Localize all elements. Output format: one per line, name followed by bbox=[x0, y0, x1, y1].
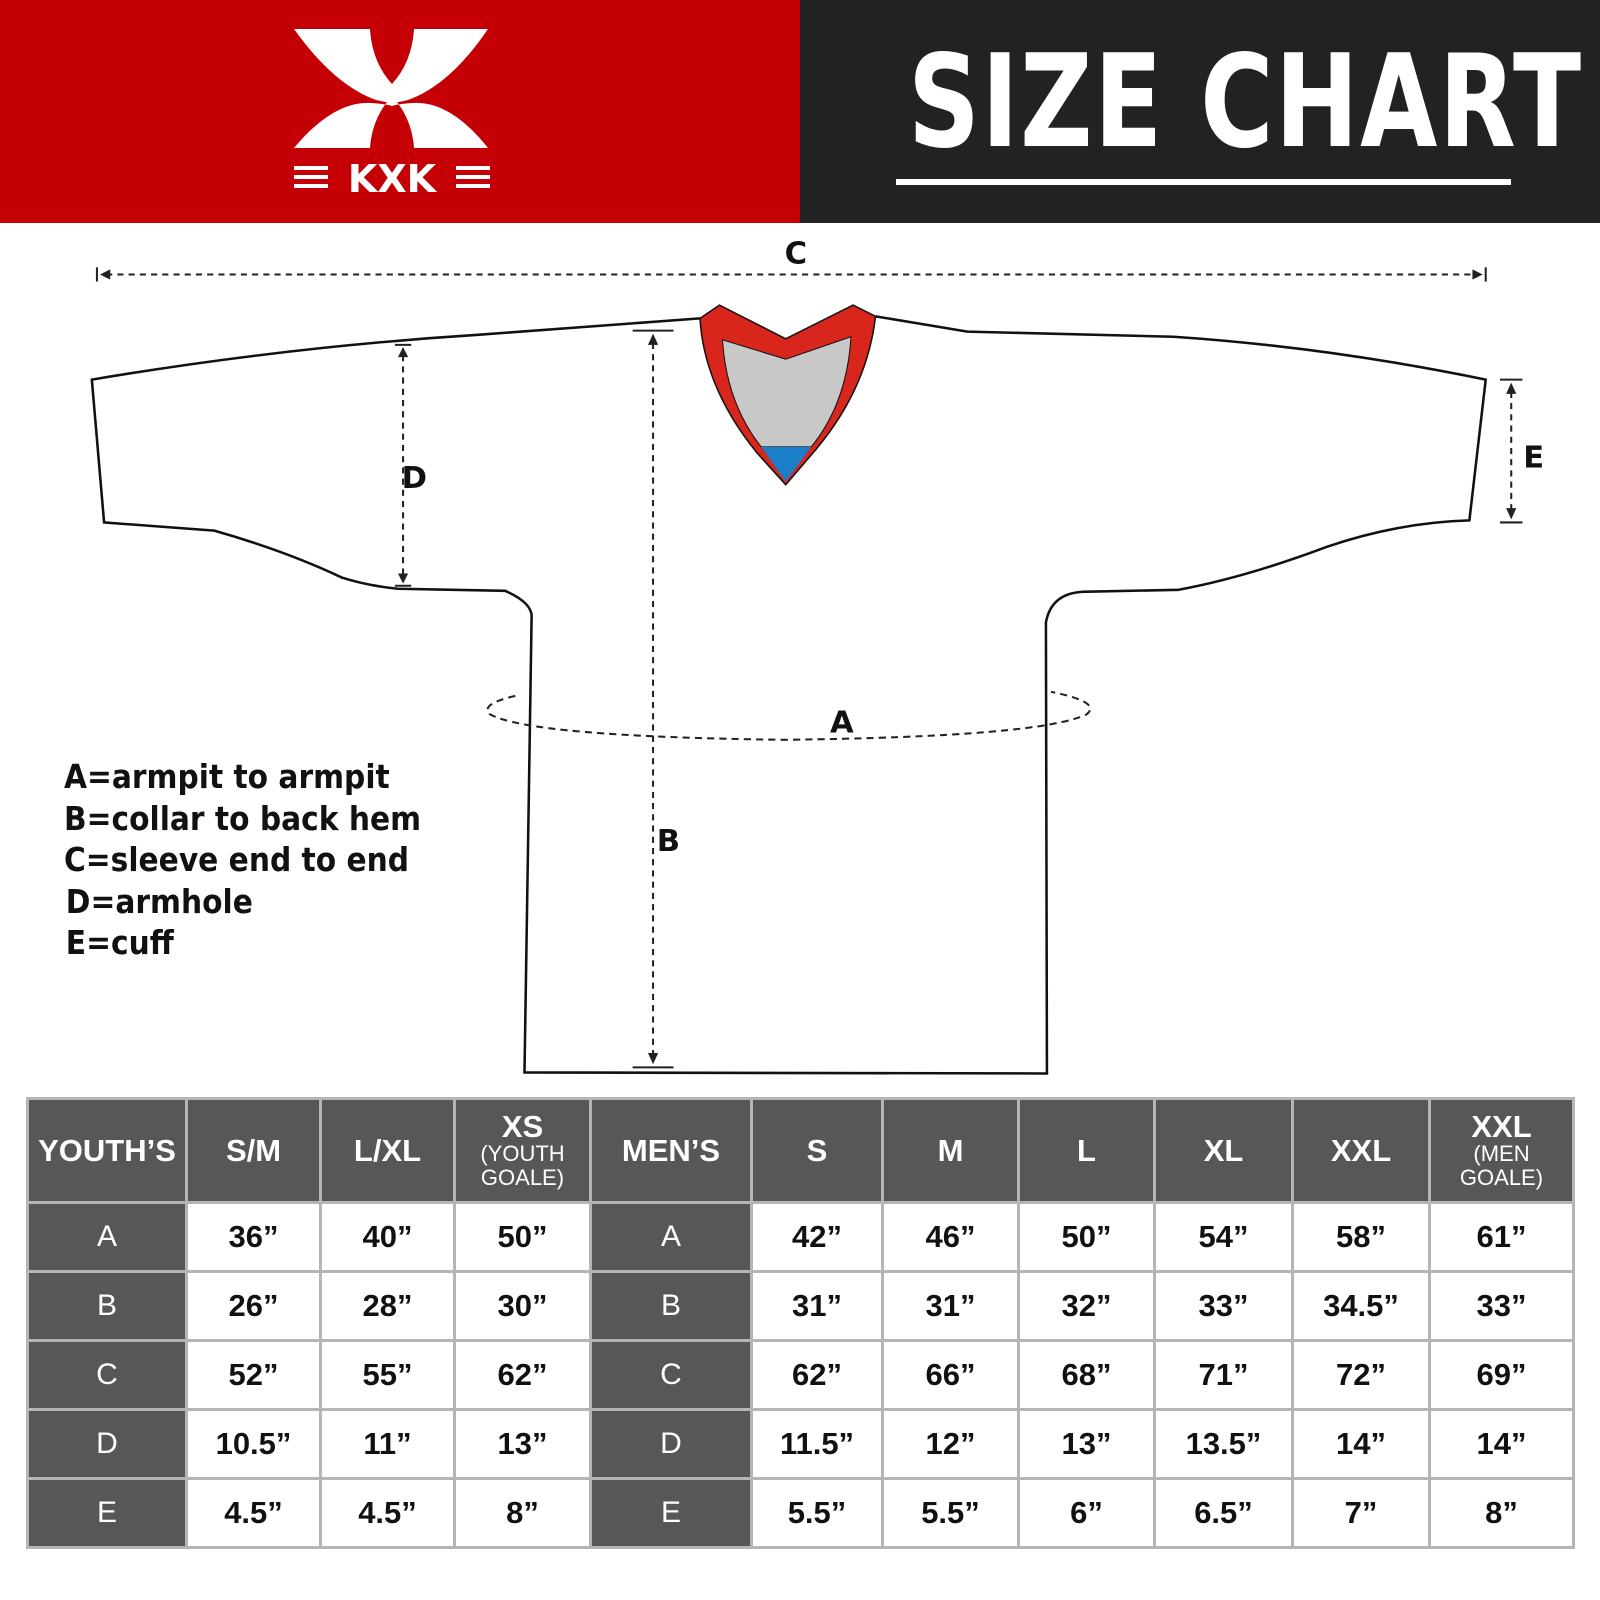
label-e: E bbox=[1523, 440, 1544, 475]
table-cell: 50” bbox=[453, 1201, 592, 1273]
kxk-logo: KXK bbox=[294, 29, 490, 201]
table-cell: 8” bbox=[1428, 1477, 1575, 1549]
dimension-b bbox=[632, 329, 674, 1069]
table-cell: 30” bbox=[453, 1270, 592, 1342]
table-row: A 36” 40” 50” A 42” 46” 50” 54” 58” 61” bbox=[26, 1201, 1575, 1273]
table-cell: 68” bbox=[1017, 1339, 1156, 1411]
row-label: C bbox=[26, 1339, 188, 1411]
table-cell: 5.5” bbox=[881, 1477, 1020, 1549]
size-header: XXL bbox=[1291, 1097, 1431, 1204]
header-title-panel bbox=[800, 0, 1600, 223]
table-cell: 28” bbox=[319, 1270, 456, 1342]
table-row: D 10.5” 11” 13” D 11.5” 12” 13” 13.5” 14” 14” bbox=[26, 1408, 1575, 1480]
size-header: XXL (MEN GOALE) bbox=[1428, 1097, 1575, 1204]
legend-item-a: A=armpit to armpit bbox=[64, 757, 390, 796]
size-header: L bbox=[1017, 1097, 1156, 1204]
size-header: L/XL bbox=[319, 1097, 456, 1204]
table-cell: 33” bbox=[1428, 1270, 1575, 1342]
row-label: D bbox=[26, 1408, 188, 1480]
table-cell: 26” bbox=[185, 1270, 322, 1342]
table-cell: 11.5” bbox=[750, 1408, 884, 1480]
label-d: D bbox=[402, 461, 427, 496]
table-cell: 62” bbox=[453, 1339, 592, 1411]
size-header: XL bbox=[1153, 1097, 1294, 1204]
size-header: S bbox=[750, 1097, 884, 1204]
table-cell: 54” bbox=[1153, 1201, 1294, 1273]
table-cell: 12” bbox=[881, 1408, 1020, 1480]
legend-item-b: B=collar to back hem bbox=[64, 798, 422, 838]
table-cell: 6.5” bbox=[1153, 1477, 1294, 1549]
table-cell: 42” bbox=[750, 1201, 884, 1273]
table-cell: 5.5” bbox=[750, 1477, 884, 1549]
table-cell: 72” bbox=[1291, 1339, 1431, 1411]
table-cell: 62” bbox=[750, 1339, 884, 1411]
label-b: B bbox=[657, 824, 680, 859]
table-cell: 52” bbox=[185, 1339, 322, 1411]
legend-item-c: C=sleeve end to end bbox=[64, 840, 410, 879]
table-row: E 4.5” 4.5” 8” E 5.5” 5.5” 6” 6.5” 7” 8” bbox=[26, 1477, 1575, 1549]
size-header: XS (YOUTH GOALE) bbox=[453, 1097, 592, 1204]
table-cell: 8” bbox=[453, 1477, 592, 1549]
men-header: MEN’S bbox=[589, 1097, 753, 1204]
table-cell: 4.5” bbox=[319, 1477, 456, 1549]
table-header-row: YOUTH’S S/M L/XL XS (YOUTH GOALE) MEN’S S… bbox=[26, 1097, 1575, 1204]
table-cell: 33” bbox=[1153, 1270, 1294, 1342]
table-cell: 13” bbox=[1017, 1408, 1156, 1480]
table-cell: 10.5” bbox=[185, 1408, 322, 1480]
row-label: B bbox=[589, 1270, 753, 1342]
row-label: A bbox=[26, 1201, 188, 1273]
dimension-d bbox=[394, 343, 412, 587]
table-cell: 31” bbox=[750, 1270, 884, 1342]
legend-item-e: E=cuff bbox=[65, 923, 174, 962]
table-cell: 14” bbox=[1291, 1408, 1431, 1480]
table-cell: 13.5” bbox=[1153, 1408, 1294, 1480]
table-cell: 11” bbox=[319, 1408, 456, 1480]
dimension-e bbox=[1500, 378, 1523, 524]
size-table: YOUTH’S S/M L/XL XS (YOUTH GOALE) MEN’S S… bbox=[26, 1097, 1575, 1549]
dimension-c bbox=[95, 267, 1487, 282]
table-cell: 61” bbox=[1428, 1201, 1575, 1273]
youth-header: YOUTH’S bbox=[26, 1097, 188, 1204]
size-header: M bbox=[881, 1097, 1020, 1204]
title-underline bbox=[896, 179, 1511, 185]
table-cell: 66” bbox=[881, 1339, 1020, 1411]
row-label: D bbox=[589, 1408, 753, 1480]
table-cell: 13” bbox=[453, 1408, 592, 1480]
collar bbox=[699, 304, 877, 486]
table-cell: 46” bbox=[881, 1201, 1020, 1273]
row-label: E bbox=[589, 1477, 753, 1549]
table-cell: 36” bbox=[185, 1201, 322, 1273]
label-a: A bbox=[830, 706, 854, 741]
table-cell: 55” bbox=[319, 1339, 456, 1411]
table-cell: 34.5” bbox=[1291, 1270, 1431, 1342]
measurement-legend: A=armpit to armpit B=collar to back hem … bbox=[64, 756, 421, 964]
brand-text: KXK bbox=[348, 157, 438, 201]
table-cell: 31” bbox=[881, 1270, 1020, 1342]
table-cell: 71” bbox=[1153, 1339, 1294, 1411]
row-label: A bbox=[589, 1201, 753, 1273]
header-brand-panel: KXK bbox=[0, 0, 800, 223]
row-label: C bbox=[589, 1339, 753, 1411]
table-row: C 52” 55” 62” C 62” 66” 68” 71” 72” 69” bbox=[26, 1339, 1575, 1411]
jersey-outline bbox=[90, 315, 1488, 1075]
label-c: C bbox=[785, 236, 807, 271]
table-cell: 14” bbox=[1428, 1408, 1575, 1480]
size-header: S/M bbox=[185, 1097, 322, 1204]
row-label: E bbox=[26, 1477, 188, 1549]
table-cell: 4.5” bbox=[185, 1477, 322, 1549]
table-cell: 40” bbox=[319, 1201, 456, 1273]
dimension-a bbox=[486, 690, 1092, 741]
table-cell: 7” bbox=[1291, 1477, 1431, 1549]
table-cell: 69” bbox=[1428, 1339, 1575, 1411]
table-cell: 32” bbox=[1017, 1270, 1156, 1342]
table-cell: 58” bbox=[1291, 1201, 1431, 1273]
legend-item-d: D=armhole bbox=[65, 881, 253, 921]
row-label: B bbox=[26, 1270, 188, 1342]
table-row: B 26” 28” 30” B 31” 31” 32” 33” 34.5” 33” bbox=[26, 1270, 1575, 1342]
table-cell: 6” bbox=[1017, 1477, 1156, 1549]
table-cell: 50” bbox=[1017, 1201, 1156, 1273]
